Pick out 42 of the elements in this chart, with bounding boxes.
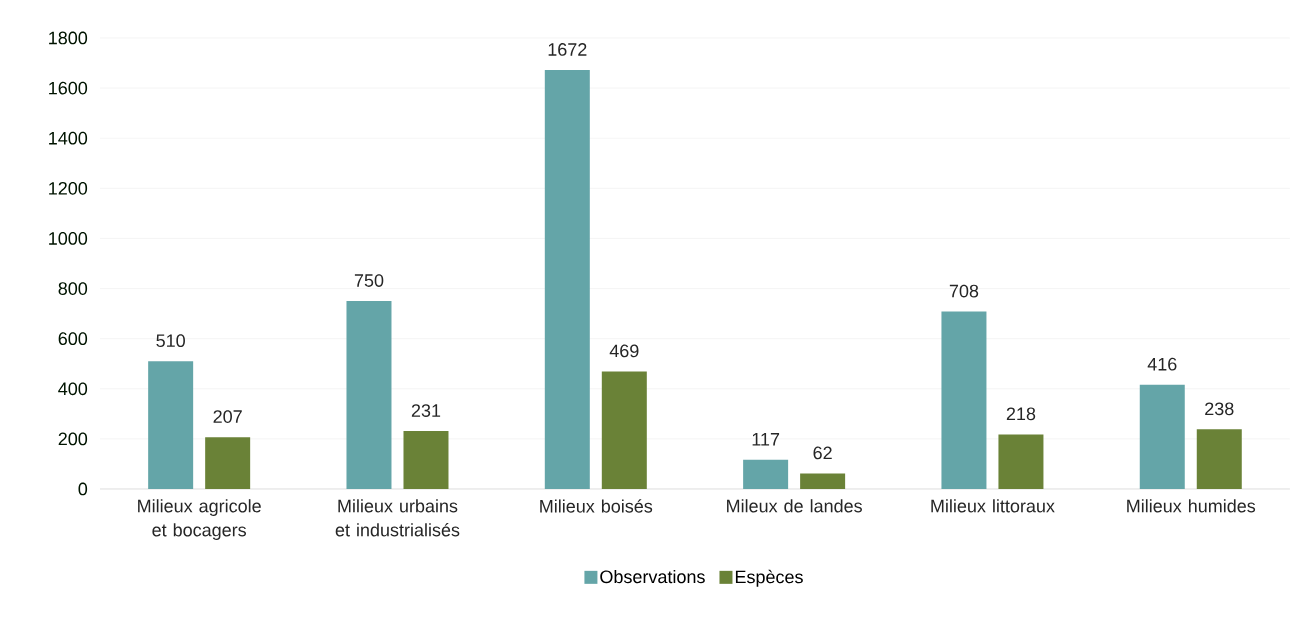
y-tick-label: 1400	[49, 131, 88, 145]
data-label: 1672	[548, 43, 587, 56]
y-tick-label: 800	[58, 282, 88, 295]
data-label: 231	[411, 404, 441, 417]
y-tick-label: 1800	[49, 31, 88, 45]
data-label: 238	[1205, 402, 1234, 416]
x-tick-label: Milieux boisés	[540, 499, 653, 513]
data-label: 416	[1147, 357, 1177, 371]
bar	[1196, 429, 1242, 489]
data-label: 469	[609, 344, 639, 358]
x-tick-label: Milieux humides	[1127, 499, 1256, 513]
y-tick-label: 600	[58, 332, 88, 346]
y-tick-label: 1600	[49, 81, 88, 95]
x-tick-label: Milieux agricole et bocagers	[138, 499, 261, 540]
data-label: 117	[752, 433, 780, 446]
y-tick-label: 200	[58, 432, 88, 446]
x-tick-label: Mileux de landes	[727, 499, 862, 513]
bar	[544, 70, 590, 489]
bar	[941, 311, 987, 489]
y-tick-label: 1000	[49, 232, 88, 245]
data-label: 708	[949, 284, 979, 298]
y-tick-label: 400	[58, 382, 88, 396]
x-tick-label: Milieux urbains et industrialisés	[335, 499, 460, 537]
legend-label: Espèces	[735, 569, 803, 587]
y-tick-label: 1200	[49, 181, 88, 195]
legend-label: Observations	[600, 569, 705, 584]
x-tick-label: Milieux littoraux	[931, 499, 1055, 513]
bar	[743, 459, 789, 489]
data-label: 62	[813, 446, 832, 460]
bar	[1139, 384, 1185, 489]
bar	[800, 473, 846, 489]
data-label: 207	[213, 410, 242, 423]
y-tick-label: 0	[78, 482, 88, 496]
bar	[148, 361, 194, 489]
data-label: 218	[1006, 407, 1036, 421]
bar	[205, 437, 251, 489]
data-label: 510	[156, 334, 185, 348]
data-label: 750	[354, 274, 384, 287]
bar	[346, 301, 392, 489]
bar	[403, 431, 449, 489]
bar	[601, 371, 647, 489]
bar	[998, 434, 1044, 489]
